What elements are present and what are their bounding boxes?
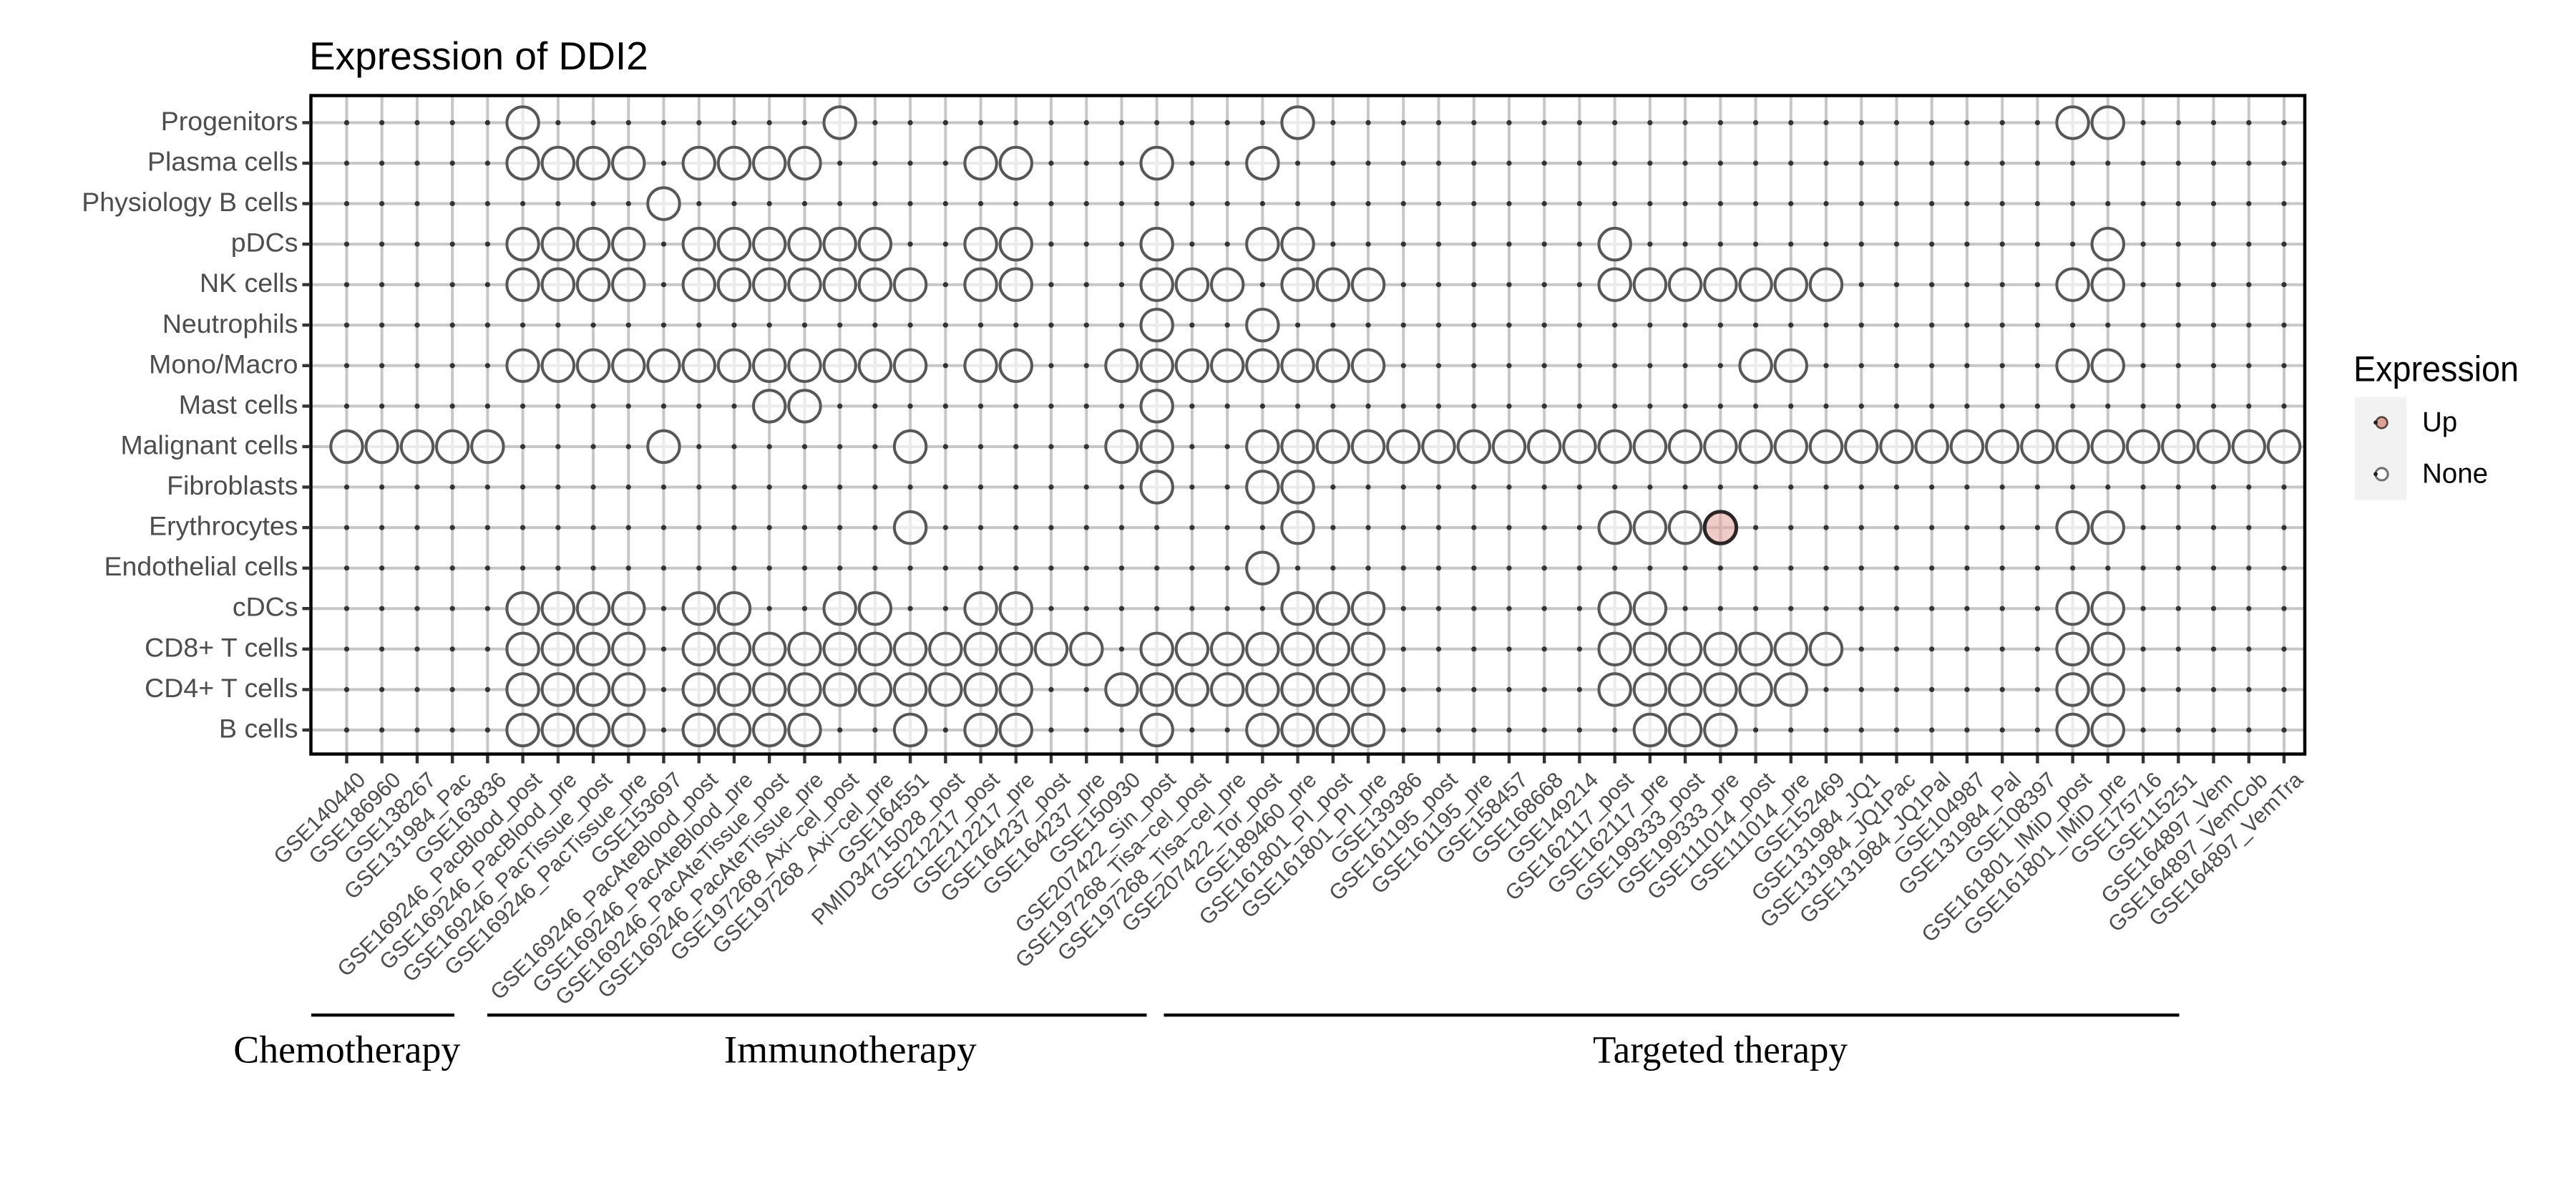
svg-text:Mast cells: Mast cells: [179, 389, 298, 419]
svg-text:CD4+ T cells: CD4+ T cells: [145, 673, 298, 703]
svg-text:Malignant cells: Malignant cells: [120, 430, 298, 460]
svg-text:Plasma cells: Plasma cells: [147, 147, 298, 177]
svg-text:pDCs: pDCs: [231, 228, 298, 258]
svg-text:CD8+ T cells: CD8+ T cells: [145, 632, 298, 662]
svg-text:Targeted therapy: Targeted therapy: [1593, 1028, 1848, 1071]
svg-text:Neutrophils: Neutrophils: [162, 308, 298, 339]
svg-text:Fibroblasts: Fibroblasts: [167, 470, 298, 500]
svg-text:Progenitors: Progenitors: [161, 106, 298, 136]
svg-text:B cells: B cells: [219, 713, 298, 743]
svg-text:None: None: [2422, 459, 2488, 490]
svg-text:Erythrocytes: Erythrocytes: [149, 511, 298, 541]
svg-text:NK cells: NK cells: [200, 268, 298, 298]
svg-text:Up: Up: [2422, 407, 2457, 438]
svg-text:Physiology B cells: Physiology B cells: [82, 187, 298, 217]
svg-text:Chemotherapy: Chemotherapy: [233, 1028, 461, 1071]
svg-text:Immunotherapy: Immunotherapy: [724, 1028, 977, 1071]
svg-text:Mono/Macro: Mono/Macro: [149, 349, 298, 379]
svg-text:Endothelial cells: Endothelial cells: [104, 551, 298, 581]
svg-text:Expression of DDI2: Expression of DDI2: [309, 34, 648, 78]
svg-text:cDCs: cDCs: [233, 592, 298, 622]
svg-text:Expression: Expression: [2353, 349, 2519, 389]
